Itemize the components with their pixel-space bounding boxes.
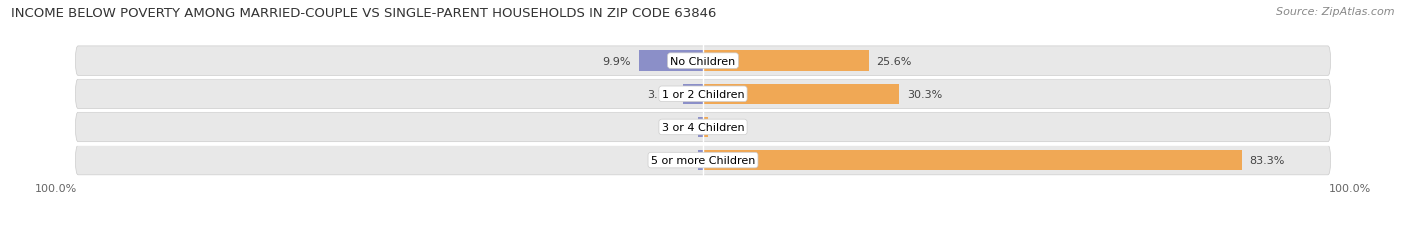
Bar bbox=[703, 150, 1241, 171]
Bar bbox=[697, 150, 703, 171]
Bar bbox=[703, 51, 869, 72]
FancyBboxPatch shape bbox=[76, 146, 1330, 175]
Bar bbox=[638, 51, 703, 72]
Bar bbox=[697, 117, 703, 138]
Text: Source: ZipAtlas.com: Source: ZipAtlas.com bbox=[1277, 7, 1395, 17]
Text: 30.3%: 30.3% bbox=[907, 89, 942, 99]
Text: INCOME BELOW POVERTY AMONG MARRIED-COUPLE VS SINGLE-PARENT HOUSEHOLDS IN ZIP COD: INCOME BELOW POVERTY AMONG MARRIED-COUPL… bbox=[11, 7, 717, 20]
FancyBboxPatch shape bbox=[76, 80, 1330, 109]
FancyBboxPatch shape bbox=[76, 47, 1330, 76]
Bar bbox=[703, 84, 898, 105]
Bar bbox=[703, 117, 709, 138]
Bar bbox=[683, 84, 703, 105]
Text: 3 or 4 Children: 3 or 4 Children bbox=[662, 122, 744, 132]
Text: No Children: No Children bbox=[671, 56, 735, 66]
Text: 25.6%: 25.6% bbox=[876, 56, 911, 66]
FancyBboxPatch shape bbox=[76, 113, 1330, 142]
Text: 5 or more Children: 5 or more Children bbox=[651, 155, 755, 165]
Text: 0.0%: 0.0% bbox=[662, 122, 690, 132]
Text: 0.0%: 0.0% bbox=[716, 122, 744, 132]
Text: 3.1%: 3.1% bbox=[647, 89, 675, 99]
Text: 1 or 2 Children: 1 or 2 Children bbox=[662, 89, 744, 99]
Text: 9.9%: 9.9% bbox=[603, 56, 631, 66]
Text: 83.3%: 83.3% bbox=[1250, 155, 1285, 165]
Text: 0.0%: 0.0% bbox=[662, 155, 690, 165]
